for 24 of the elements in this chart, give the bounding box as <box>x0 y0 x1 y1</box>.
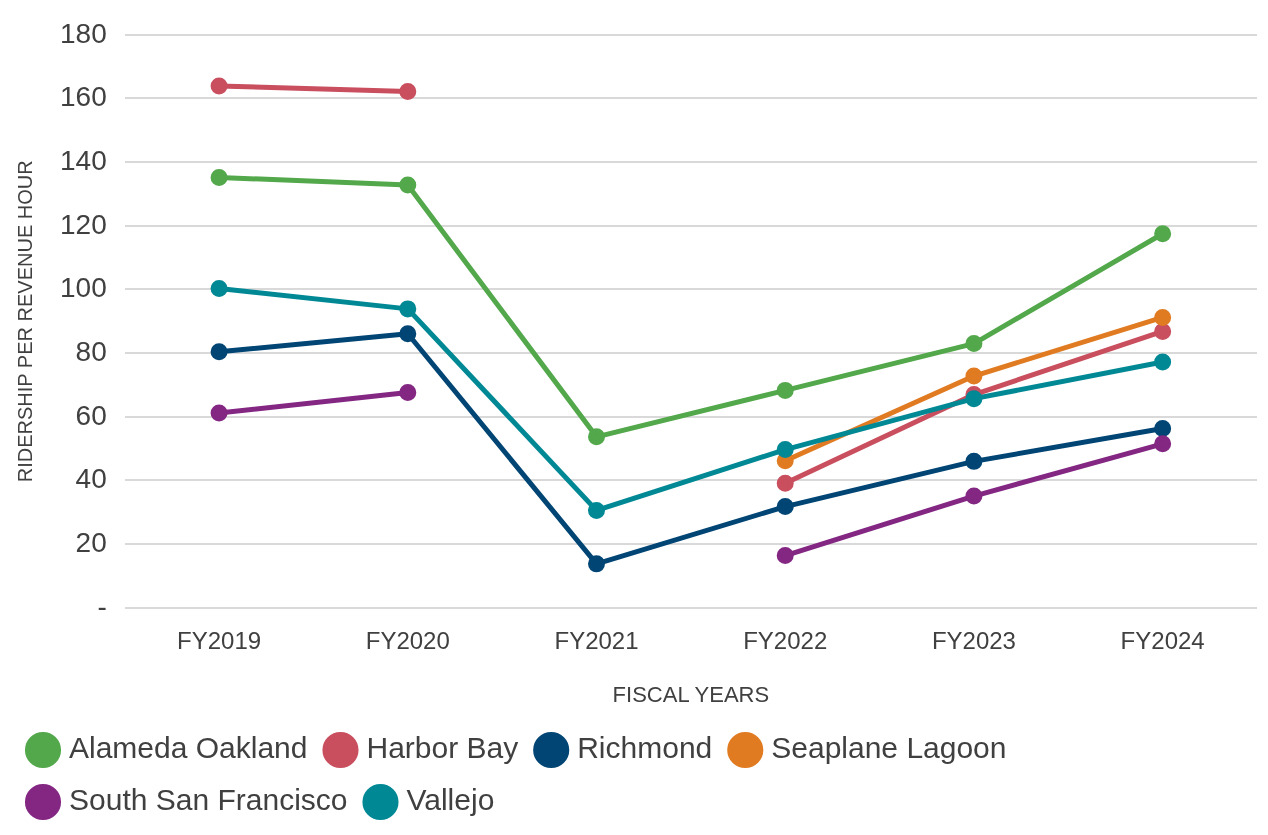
y-tick-label: 80 <box>75 335 107 367</box>
y-tick-label: 120 <box>60 208 107 240</box>
y-tick-label: 140 <box>60 144 107 176</box>
x-tick-label: FY2021 <box>554 626 639 654</box>
x-axis-title: FISCAL YEARS <box>612 681 770 707</box>
y-tick-label: 160 <box>60 81 107 113</box>
legend-label: South San Francisco <box>69 783 348 817</box>
y-tick-label: 40 <box>75 463 107 495</box>
y-tick-label: 20 <box>75 526 107 558</box>
x-tick-label: FY2022 <box>743 626 828 654</box>
y-axis-title: RIDERSHIP PER REVENUE HOUR <box>13 160 36 483</box>
y-tick-label: 60 <box>75 399 107 431</box>
legend-label: Richmond <box>577 731 713 765</box>
y-tick-label: - <box>97 590 107 622</box>
legend-label: Alameda Oakland <box>69 731 308 765</box>
x-tick-label: FY2019 <box>177 626 262 654</box>
y-tick-label: 180 <box>60 17 107 49</box>
y-tick-label: 100 <box>60 272 107 304</box>
x-tick-label: FY2024 <box>1120 626 1205 654</box>
legend-label: Seaplane Lagoon <box>771 731 1007 765</box>
x-tick-label: FY2020 <box>365 626 450 654</box>
legend-label: Vallejo <box>406 783 495 817</box>
x-tick-label: FY2023 <box>931 626 1016 654</box>
legend-label: Harbor Bay <box>366 731 519 765</box>
